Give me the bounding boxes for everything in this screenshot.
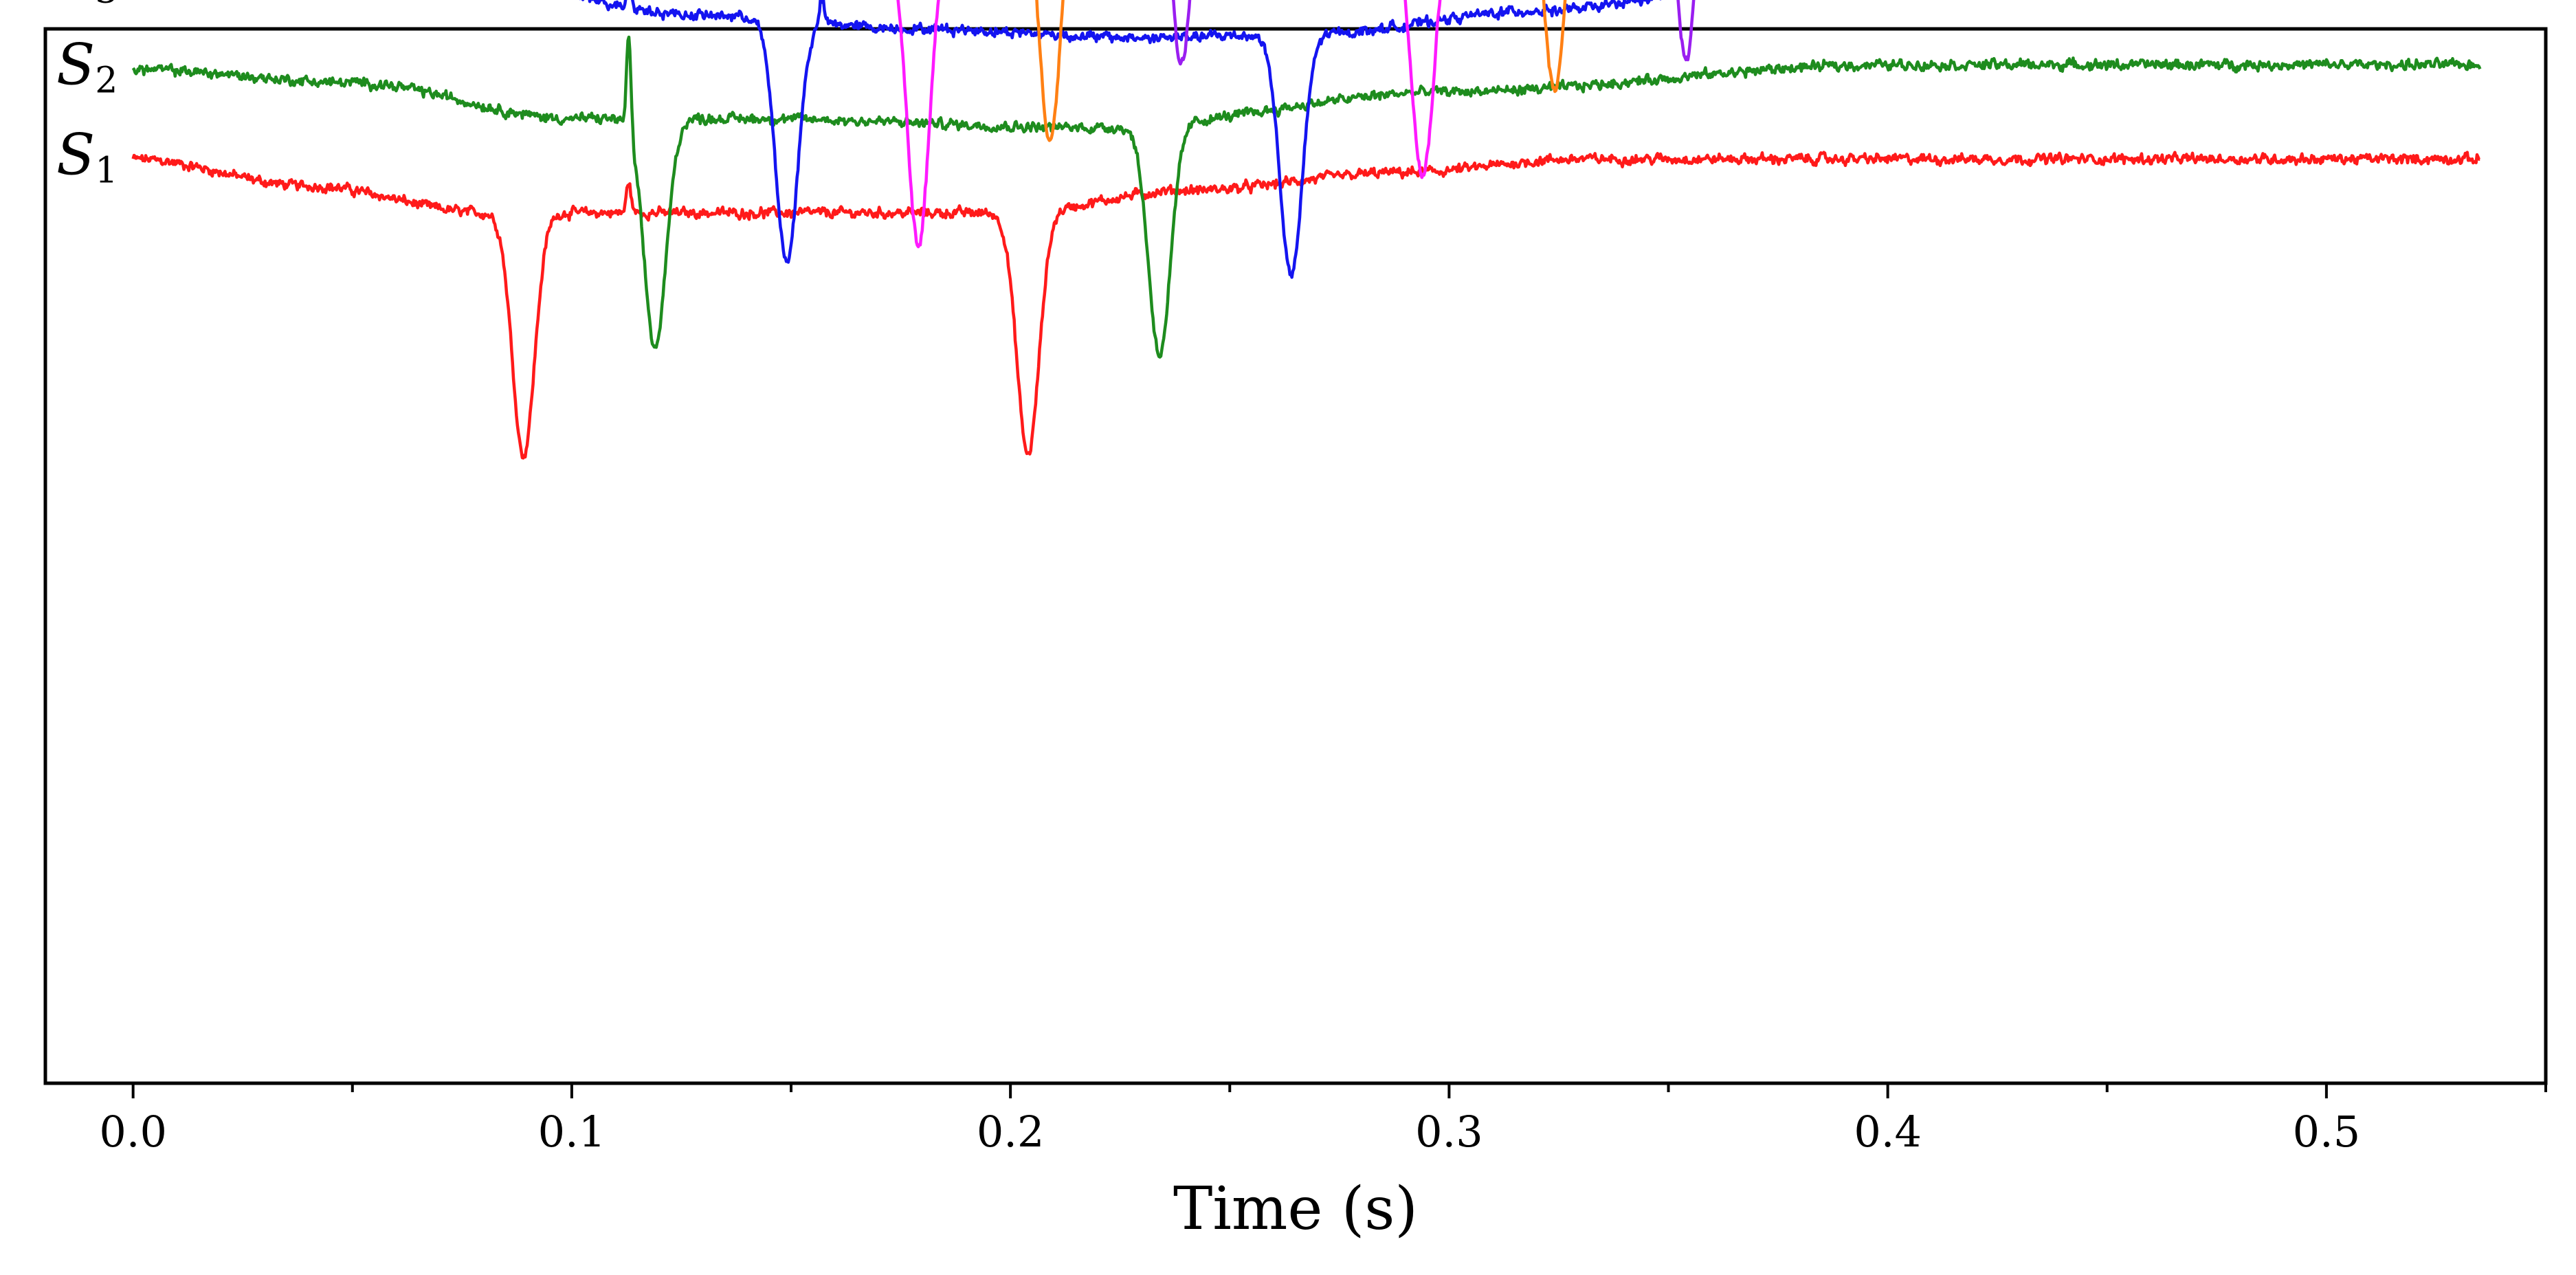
series-label-main: S (56, 33, 95, 98)
x-axis-ticks: 0.0 0.1 0.2 0.3 0.4 0.5 (99, 1083, 2547, 1157)
series-label-s2: S2 (56, 33, 118, 102)
series-labels: S1S2S3S4S5S6S7S8S9S10 (56, 0, 118, 191)
series-line-s3 (579, 0, 1662, 279)
x-axis-title: Time (s) (1173, 1175, 1418, 1243)
plot-frame (43, 27, 2548, 1085)
series-line-s6 (1172, 0, 1696, 66)
x-tick-label: 0.1 (538, 1107, 606, 1157)
series-label-s3: S3 (56, 0, 118, 12)
x-tick-label: 0.5 (2293, 1107, 2361, 1157)
series-label-main: S (56, 122, 95, 188)
x-tick-label: 0.3 (1415, 1107, 1483, 1157)
series-line-s2 (131, 35, 2482, 359)
x-tick-label: 0.4 (1854, 1107, 1922, 1157)
x-tick-label: 0.2 (977, 1107, 1045, 1157)
series-label-main: S (56, 0, 95, 8)
x-tick-label: 0.0 (99, 1107, 167, 1157)
series-label-s1: S1 (56, 122, 118, 191)
series-layer (131, 0, 2482, 460)
series-label-subscript: 1 (95, 150, 118, 191)
series-label-subscript: 3 (95, 0, 118, 12)
series-label-subscript: 2 (95, 60, 118, 102)
series-line-s1 (131, 151, 2481, 460)
